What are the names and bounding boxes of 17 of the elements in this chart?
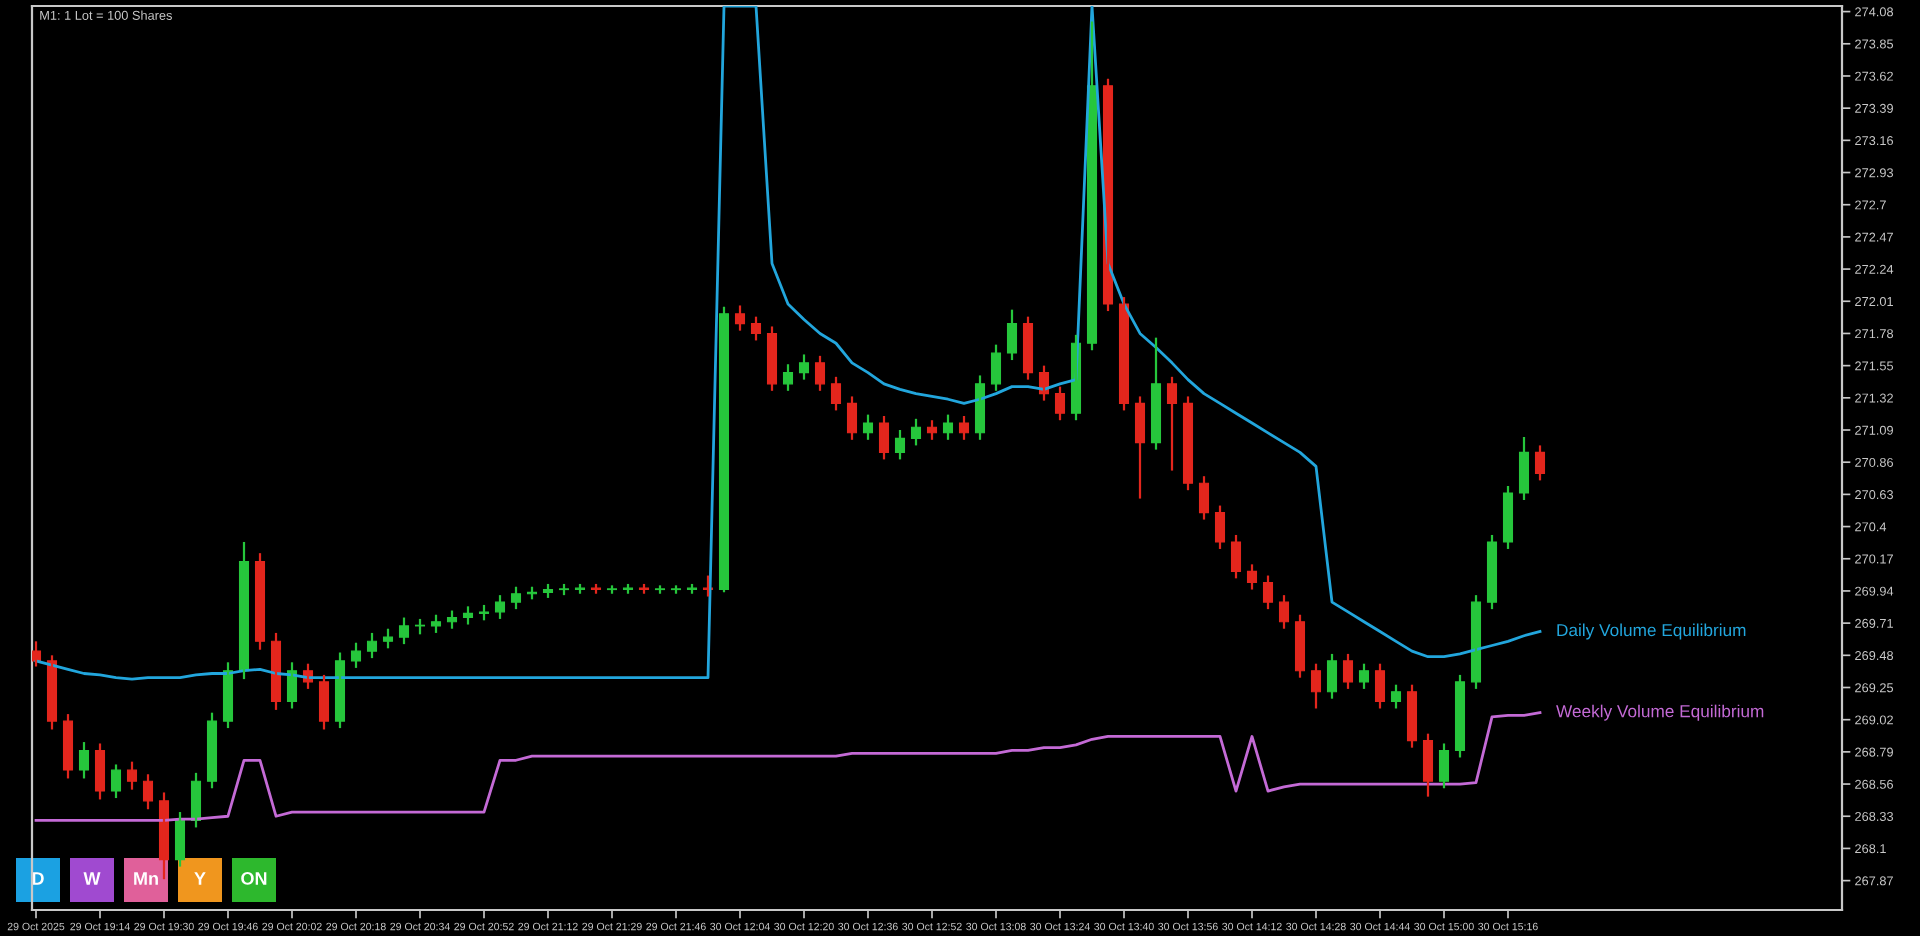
candlestick xyxy=(430,613,442,635)
annotation: D xyxy=(32,872,44,885)
candlestick xyxy=(622,582,634,595)
series-label: Weekly Volume Equilibrium xyxy=(1556,704,1764,721)
candlestick xyxy=(654,584,666,595)
candlestick xyxy=(382,627,394,650)
candlestick xyxy=(638,582,650,595)
candlestick xyxy=(590,582,602,595)
candlestick xyxy=(670,584,682,595)
annotation: Mn xyxy=(134,872,158,885)
candlestick xyxy=(606,584,618,595)
series-label: Daily Volume Equilibrium xyxy=(1557,623,1746,640)
candlestick xyxy=(574,582,586,595)
annotation: ON xyxy=(241,872,267,885)
candlestick xyxy=(686,582,698,595)
annotation: Y xyxy=(194,872,206,885)
annotation: W xyxy=(83,872,101,885)
